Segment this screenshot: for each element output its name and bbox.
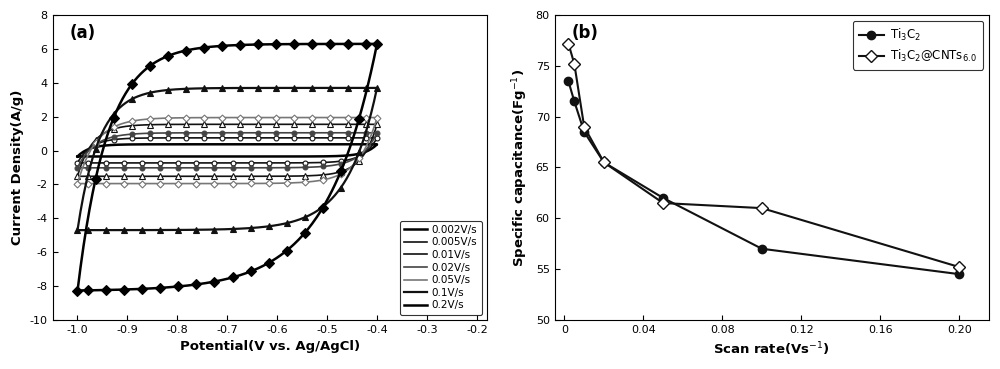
0.02V/s — [360, 147, 372, 151]
Ti$_3$C$_2$ — [953, 272, 965, 276]
0.2V/s — [147, 62, 159, 66]
0.02V/s — [71, 166, 83, 170]
0.005V/s — [147, 136, 159, 140]
0.2V/s — [138, 287, 150, 291]
Line: Ti$_3$C$_2$: Ti$_3$C$_2$ — [564, 77, 963, 278]
Ti$_3$C$_2$@CNTs$_{6.0}$ — [568, 62, 580, 66]
0.2V/s — [360, 89, 372, 93]
0.005V/s — [351, 155, 363, 159]
0.002V/s — [371, 142, 383, 146]
0.05V/s — [138, 181, 150, 186]
0.002V/s — [71, 154, 83, 159]
0.05V/s — [178, 181, 190, 186]
Legend: 0.002V/s, 0.005V/s, 0.01V/s, 0.02V/s, 0.05V/s, 0.1V/s, 0.2V/s: 0.002V/s, 0.005V/s, 0.01V/s, 0.02V/s, 0.… — [400, 221, 482, 315]
Ti$_3$C$_2$ — [598, 160, 610, 165]
0.1V/s — [138, 228, 150, 232]
0.1V/s — [371, 86, 383, 90]
Text: (a): (a) — [70, 24, 96, 42]
0.01V/s — [178, 174, 190, 179]
Ti$_3$C$_2$ — [756, 246, 768, 251]
0.01V/s — [71, 174, 83, 179]
0.01V/s — [360, 148, 372, 153]
0.01V/s — [71, 174, 83, 179]
0.05V/s — [351, 158, 363, 163]
0.002V/s — [296, 154, 308, 159]
0.05V/s — [71, 181, 83, 186]
0.2V/s — [71, 288, 83, 293]
Ti$_3$C$_2$@CNTs$_{6.0}$ — [756, 206, 768, 210]
0.1V/s — [147, 90, 159, 94]
Legend: Ti$_3$C$_2$, Ti$_3$C$_2$@CNTs$_{6.0}$: Ti$_3$C$_2$, Ti$_3$C$_2$@CNTs$_{6.0}$ — [853, 21, 983, 70]
0.01V/s — [296, 174, 308, 178]
Text: (b): (b) — [572, 24, 599, 42]
0.2V/s — [296, 234, 308, 239]
0.002V/s — [360, 149, 372, 154]
0.02V/s — [71, 166, 83, 170]
0.02V/s — [296, 165, 308, 170]
0.002V/s — [71, 154, 83, 159]
0.05V/s — [71, 181, 83, 186]
0.1V/s — [178, 228, 190, 232]
Y-axis label: Specific capacitance(Fg$^{-1}$): Specific capacitance(Fg$^{-1}$) — [510, 68, 530, 266]
0.2V/s — [371, 42, 383, 46]
Line: 0.005V/s: 0.005V/s — [77, 138, 377, 163]
Line: 0.05V/s: 0.05V/s — [77, 118, 377, 183]
0.02V/s — [351, 155, 363, 159]
0.1V/s — [351, 154, 363, 158]
0.005V/s — [360, 149, 372, 154]
Line: 0.2V/s: 0.2V/s — [77, 44, 377, 291]
Ti$_3$C$_2$@CNTs$_{6.0}$ — [598, 160, 610, 165]
0.002V/s — [138, 154, 150, 159]
0.2V/s — [178, 284, 190, 288]
Ti$_3$C$_2$@CNTs$_{6.0}$ — [562, 41, 574, 46]
0.01V/s — [138, 174, 150, 179]
0.005V/s — [71, 161, 83, 165]
Ti$_3$C$_2$ — [568, 99, 580, 104]
0.05V/s — [371, 115, 383, 120]
0.1V/s — [71, 228, 83, 232]
0.05V/s — [360, 144, 372, 148]
0.02V/s — [371, 131, 383, 135]
X-axis label: Scan rate(Vs$^{-1}$): Scan rate(Vs$^{-1}$) — [713, 340, 830, 358]
0.02V/s — [178, 166, 190, 170]
0.1V/s — [71, 228, 83, 232]
0.005V/s — [71, 161, 83, 165]
Y-axis label: Current Density(A/g): Current Density(A/g) — [11, 90, 24, 245]
0.02V/s — [138, 166, 150, 170]
Line: 0.002V/s: 0.002V/s — [77, 144, 377, 156]
0.1V/s — [360, 128, 372, 132]
0.01V/s — [371, 122, 383, 127]
0.02V/s — [147, 131, 159, 135]
0.2V/s — [351, 122, 363, 126]
Ti$_3$C$_2$ — [562, 79, 574, 83]
0.005V/s — [138, 161, 150, 165]
Line: 0.01V/s: 0.01V/s — [77, 124, 377, 176]
Ti$_3$C$_2$@CNTs$_{6.0}$ — [953, 265, 965, 269]
Line: Ti$_3$C$_2$@CNTs$_{6.0}$: Ti$_3$C$_2$@CNTs$_{6.0}$ — [564, 39, 963, 271]
Ti$_3$C$_2$@CNTs$_{6.0}$ — [657, 201, 669, 205]
0.01V/s — [351, 160, 363, 165]
0.002V/s — [178, 154, 190, 159]
0.002V/s — [351, 152, 363, 156]
0.01V/s — [147, 123, 159, 127]
0.002V/s — [147, 142, 159, 146]
Ti$_3$C$_2$ — [578, 130, 590, 134]
0.2V/s — [71, 289, 83, 293]
Ti$_3$C$_2$ — [657, 196, 669, 200]
0.1V/s — [296, 216, 308, 221]
0.005V/s — [178, 161, 190, 165]
Line: 0.02V/s: 0.02V/s — [77, 133, 377, 168]
0.05V/s — [296, 180, 308, 184]
0.005V/s — [371, 136, 383, 140]
0.05V/s — [147, 117, 159, 121]
X-axis label: Potential(V vs. Ag/AgCl): Potential(V vs. Ag/AgCl) — [180, 340, 360, 353]
Line: 0.1V/s: 0.1V/s — [77, 88, 377, 230]
Ti$_3$C$_2$@CNTs$_{6.0}$ — [578, 125, 590, 129]
0.005V/s — [296, 161, 308, 165]
